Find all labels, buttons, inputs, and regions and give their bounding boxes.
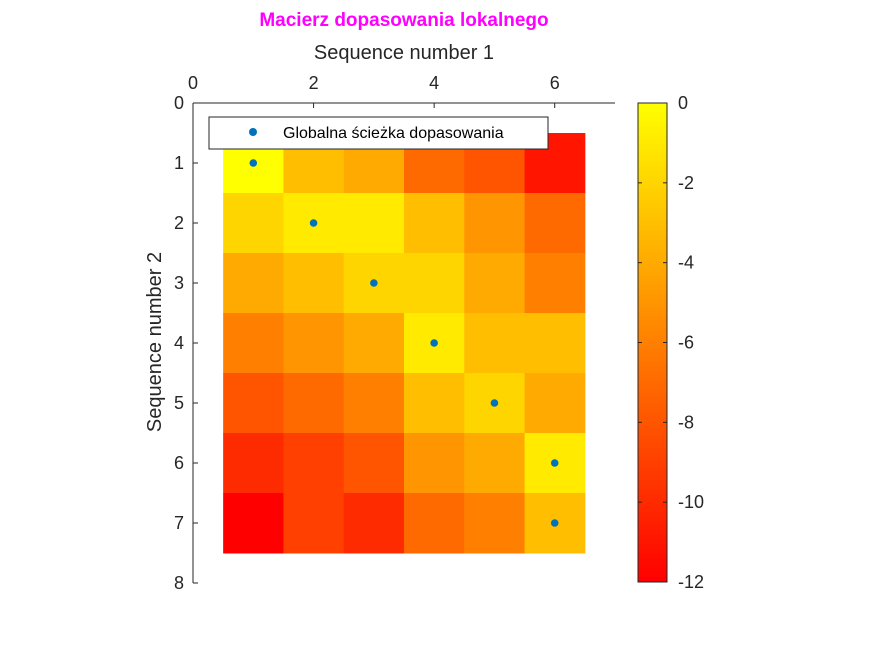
heatmap-cell [404, 373, 465, 434]
path-point [550, 459, 559, 467]
x-tick-label: 2 [309, 73, 319, 93]
colorbar-tick-label: -10 [678, 492, 704, 512]
heatmap-cell [464, 433, 526, 494]
heatmap-cell [283, 313, 345, 374]
heatmap-cells [223, 133, 586, 554]
heatmap-cell [524, 193, 586, 254]
heatmap-cell [343, 373, 405, 434]
y-tick-label: 2 [174, 213, 184, 233]
heatmap-cell [223, 313, 284, 374]
heatmap-cell [524, 373, 586, 434]
y-tick-label: 5 [174, 393, 184, 413]
heatmap-cell [343, 433, 405, 494]
colorbar-tick-label: 0 [678, 93, 688, 113]
y-tick-label: 3 [174, 273, 184, 293]
path-point [370, 279, 378, 287]
colorbar-tick-label: -6 [678, 333, 694, 353]
path-point [430, 339, 438, 347]
chart-title: Macierz dopasowania lokalnego [259, 10, 548, 31]
path-point [309, 219, 318, 227]
heatmap-cell [283, 373, 345, 434]
y-tick-label: 1 [174, 153, 184, 173]
heatmap-cell [343, 193, 405, 254]
heatmap-cell [223, 253, 284, 314]
path-point [490, 399, 499, 407]
colorbar-tick-label: -8 [678, 412, 694, 432]
x-tick-label: 6 [550, 73, 560, 93]
path-point [249, 159, 258, 167]
path-point [550, 519, 559, 527]
colorbar-tick-label: -4 [678, 253, 694, 273]
colorbar-gradient [637, 102, 668, 583]
heatmap-cell [404, 253, 465, 314]
heatmap-cell [223, 373, 284, 434]
axes: 0 2 4 6 0 1 2 3 4 5 6 7 8 [174, 73, 615, 593]
heatmap-cell [223, 433, 284, 494]
y-tick-label: 4 [174, 333, 184, 353]
heatmap-cell [524, 313, 586, 374]
path-points [249, 159, 559, 527]
heatmap-cell [464, 313, 526, 374]
legend-marker [249, 128, 257, 136]
heatmap-cell [524, 253, 586, 314]
x-tick-label: 0 [188, 73, 198, 93]
y-axis-label: Sequence number 2 [144, 252, 166, 432]
heatmap-cell [464, 193, 526, 254]
heatmap-cell [283, 433, 345, 494]
heatmap-cell [223, 193, 284, 254]
y-tick-label: 0 [174, 93, 184, 113]
y-tick-label: 6 [174, 453, 184, 473]
x-tick-label: 4 [429, 73, 439, 93]
heatmap-cell [223, 493, 284, 554]
y-tick-label: 7 [174, 513, 184, 533]
colorbar-tick-label: -12 [678, 572, 704, 592]
heatmap-cell [283, 493, 345, 554]
colorbar: 0 -2 -4 -6 -8 -10 -12 [637, 93, 704, 592]
legend: Globalna ścieżka dopasowania [208, 116, 549, 150]
heatmap-cell [343, 313, 405, 374]
heatmap-cell [404, 193, 465, 254]
legend-label: Globalna ścieżka dopasowania [283, 125, 504, 142]
heatmap-cell [464, 493, 526, 554]
heatmap-cell [404, 433, 465, 494]
heatmap-cell [464, 253, 526, 314]
colorbar-tick-label: -2 [678, 173, 694, 193]
heatmap-cell [283, 253, 345, 314]
x-axis-label: Sequence number 1 [314, 42, 494, 64]
legend-box [208, 116, 549, 150]
heatmap-cell [343, 493, 405, 554]
heatmap-cell [404, 493, 465, 554]
y-tick-label: 8 [174, 573, 184, 593]
